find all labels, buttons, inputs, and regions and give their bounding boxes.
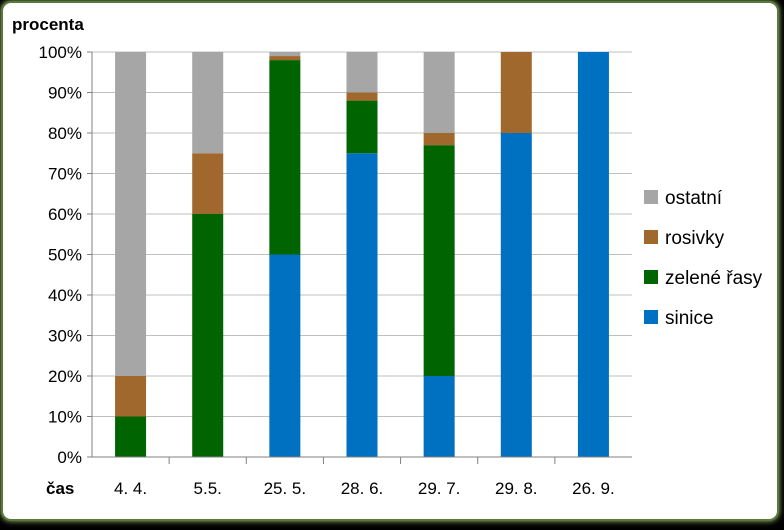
bar-segment <box>192 153 224 214</box>
y-tick-label: 30% <box>48 327 82 346</box>
bar-segment <box>192 52 224 154</box>
bar-segment <box>269 52 301 57</box>
bar-segment <box>423 145 455 376</box>
y-tick-label: 90% <box>48 84 82 103</box>
y-tick-labels: 0% 10% 20% 30% 40% 50% 60% 70% 80% 90% 100% <box>39 43 82 467</box>
bar-segment <box>115 416 147 457</box>
bar-segment <box>115 52 147 376</box>
bar-segment <box>346 92 378 101</box>
legend-label: ostatní <box>665 188 723 209</box>
legend-label: zelené řasy <box>665 268 763 289</box>
bar-segment <box>423 133 455 146</box>
x-tick-label: 4. 4. <box>114 479 147 498</box>
bar-segment <box>423 52 455 133</box>
legend-swatch <box>644 190 658 204</box>
y-tick-label: 100% <box>39 43 82 62</box>
bar-segment <box>577 52 609 457</box>
bar-segment <box>269 254 301 457</box>
x-tick-label: 28. 6. <box>341 479 384 498</box>
legend: ostatní rosivky zelené řasy sinice <box>644 188 763 329</box>
bars <box>115 52 609 457</box>
y-axis-title: procenta <box>12 15 84 34</box>
y-tick-label: 70% <box>48 165 82 184</box>
y-tick-label: 80% <box>48 124 82 143</box>
bar-segment <box>500 133 532 457</box>
y-tick-label: 60% <box>48 205 82 224</box>
legend-label: rosivky <box>665 228 725 249</box>
y-tick-label: 10% <box>48 408 82 427</box>
legend-swatch <box>644 270 658 284</box>
bar-segment <box>346 52 378 93</box>
y-tick-label: 40% <box>48 286 82 305</box>
y-tick-label: 50% <box>48 246 82 265</box>
axes <box>87 51 632 464</box>
y-tick-label: 0% <box>57 448 82 467</box>
x-tick-labels: 4. 4. 5.5. 25. 5. 28. 6. 29. 7. 29. 8. 26. 9. <box>114 479 615 498</box>
y-tick-label: 20% <box>48 367 82 386</box>
legend-label: sinice <box>665 308 714 329</box>
bar-segment <box>192 214 224 457</box>
x-tick-label: 5.5. <box>194 479 222 498</box>
x-tick-label: 25. 5. <box>264 479 307 498</box>
bar-segment <box>269 60 301 255</box>
legend-swatch <box>644 230 658 244</box>
x-tick-label: 26. 9. <box>572 479 615 498</box>
bar-segment <box>269 56 301 61</box>
legend-swatch <box>644 310 658 324</box>
bar-segment <box>423 376 455 457</box>
x-axis-title: čas <box>46 479 74 498</box>
bar-segment <box>500 52 532 133</box>
bar-segment <box>346 153 378 457</box>
bar-segment <box>115 376 147 417</box>
x-tick-label: 29. 8. <box>495 479 538 498</box>
x-tick-label: 29. 7. <box>418 479 461 498</box>
bar-segment <box>346 100 378 154</box>
